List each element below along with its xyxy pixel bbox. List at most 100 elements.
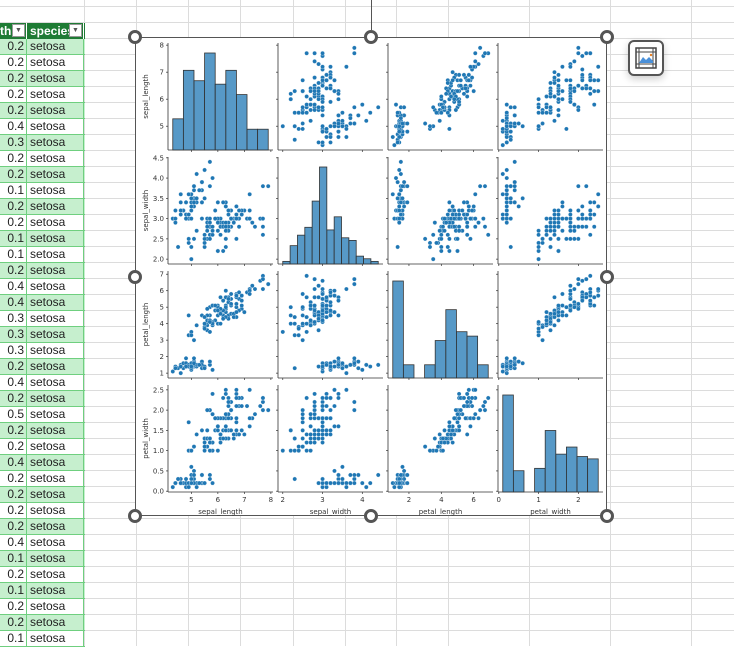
- scatter-point: [352, 480, 357, 486]
- cell-petal-width[interactable]: 0.2: [0, 359, 27, 374]
- resize-handle-bottom-left[interactable]: [128, 509, 142, 523]
- scatter-point: [194, 323, 199, 328]
- cell-species[interactable]: setosa: [27, 71, 84, 86]
- filter-dropdown-icon[interactable]: ▼: [69, 24, 82, 37]
- cell-petal-width[interactable]: 0.2: [0, 599, 27, 614]
- cell-petal-width[interactable]: 0.5: [0, 407, 27, 422]
- cell-species[interactable]: setosa: [27, 375, 84, 390]
- cell-species[interactable]: setosa: [27, 103, 84, 118]
- cell-species[interactable]: setosa: [27, 327, 84, 342]
- cell-petal-width[interactable]: 0.1: [0, 551, 27, 566]
- cell-petal-width[interactable]: 0.4: [0, 455, 27, 470]
- cell-petal-width[interactable]: 0.2: [0, 55, 27, 70]
- cell-species[interactable]: setosa: [27, 615, 84, 630]
- scatter-point: [427, 240, 433, 246]
- cell-petal-width[interactable]: 0.2: [0, 39, 27, 54]
- cell-species[interactable]: setosa: [27, 503, 84, 518]
- cell-species[interactable]: setosa: [27, 247, 84, 262]
- cell-petal-width[interactable]: 0.1: [0, 631, 27, 646]
- cell-petal-width[interactable]: 0.2: [0, 439, 27, 454]
- resize-handle-bottom-right[interactable]: [600, 509, 614, 523]
- cell-petal-width[interactable]: 0.1: [0, 231, 27, 246]
- cell-petal-width[interactable]: 0.2: [0, 391, 27, 406]
- cell-species[interactable]: setosa: [27, 359, 84, 374]
- cell-species[interactable]: setosa: [27, 407, 84, 422]
- column-header-species[interactable]: species ▼: [27, 23, 84, 39]
- scatter-point: [344, 480, 349, 486]
- cell-species[interactable]: setosa: [27, 471, 84, 486]
- cell-species[interactable]: setosa: [27, 311, 84, 326]
- cell-petal-width[interactable]: 0.1: [0, 247, 27, 262]
- cell-species[interactable]: setosa: [27, 183, 84, 198]
- pairplot-image[interactable]: 5 6 7 8 sepal_length 2.0 2.5 3.0 3.5 4.0 4.5 sepal_…: [135, 37, 607, 516]
- cell-petal-width[interactable]: 0.3: [0, 327, 27, 342]
- cell-petal-width[interactable]: 0.2: [0, 167, 27, 182]
- cell-petal-width[interactable]: 0.2: [0, 503, 27, 518]
- cell-species[interactable]: setosa: [27, 343, 84, 358]
- image-options-button[interactable]: [628, 40, 664, 76]
- cell-petal-width[interactable]: 0.4: [0, 535, 27, 550]
- cell-petal-width[interactable]: 0.2: [0, 151, 27, 166]
- resize-handle-top-right[interactable]: [600, 30, 614, 44]
- cell-species[interactable]: setosa: [27, 439, 84, 454]
- cell-petal-width[interactable]: 0.2: [0, 103, 27, 118]
- cell-petal-width[interactable]: 0.1: [0, 583, 27, 598]
- cell-species[interactable]: setosa: [27, 551, 84, 566]
- cell-petal-width[interactable]: 0.3: [0, 343, 27, 358]
- cell-species[interactable]: setosa: [27, 279, 84, 294]
- scatter-point: [450, 440, 455, 445]
- cell-petal-width[interactable]: 0.3: [0, 135, 27, 150]
- cell-petal-width[interactable]: 0.4: [0, 119, 27, 134]
- scatter-point: [461, 395, 467, 401]
- cell-petal-width[interactable]: 0.2: [0, 487, 27, 502]
- cell-species[interactable]: setosa: [27, 567, 84, 582]
- resize-handle-bottom[interactable]: [364, 509, 378, 523]
- filter-dropdown-icon[interactable]: ▼: [12, 24, 25, 37]
- cell-species[interactable]: setosa: [27, 87, 84, 102]
- cell-species[interactable]: setosa: [27, 391, 84, 406]
- cell-species[interactable]: setosa: [27, 55, 84, 70]
- cell-petal-width[interactable]: 0.2: [0, 71, 27, 86]
- cell-petal-width[interactable]: 0.4: [0, 279, 27, 294]
- resize-handle-left[interactable]: [128, 270, 142, 284]
- cell-petal-width[interactable]: 0.4: [0, 295, 27, 310]
- scatter-point: [439, 110, 444, 115]
- cell-species[interactable]: setosa: [27, 231, 84, 246]
- cell-species[interactable]: setosa: [27, 583, 84, 598]
- cell-species[interactable]: setosa: [27, 199, 84, 214]
- cell-petal-width[interactable]: 0.2: [0, 519, 27, 534]
- resize-handle-right[interactable]: [600, 270, 614, 284]
- cell-species[interactable]: setosa: [27, 519, 84, 534]
- cell-species[interactable]: setosa: [27, 215, 84, 230]
- scatter-point: [223, 387, 229, 393]
- cell-petal-width[interactable]: 0.4: [0, 375, 27, 390]
- cell-species[interactable]: setosa: [27, 295, 84, 310]
- cell-petal-width[interactable]: 0.2: [0, 263, 27, 278]
- column-header-petal-width[interactable]: th ▼: [0, 23, 27, 39]
- cell-species[interactable]: setosa: [27, 167, 84, 182]
- cell-petal-width[interactable]: 0.3: [0, 311, 27, 326]
- cell-petal-width[interactable]: 0.2: [0, 471, 27, 486]
- cell-species[interactable]: setosa: [27, 487, 84, 502]
- cell-species[interactable]: setosa: [27, 535, 84, 550]
- cell-petal-width[interactable]: 0.2: [0, 215, 27, 230]
- cell-species[interactable]: setosa: [27, 263, 84, 278]
- cell-species[interactable]: setosa: [27, 599, 84, 614]
- cell-species[interactable]: setosa: [27, 39, 84, 54]
- scatter-point: [445, 212, 451, 217]
- cell-species[interactable]: setosa: [27, 135, 84, 150]
- cell-petal-width[interactable]: 0.2: [0, 423, 27, 438]
- resize-handle-top-left[interactable]: [128, 30, 142, 44]
- resize-handle-top[interactable]: [364, 30, 378, 44]
- cell-species[interactable]: setosa: [27, 631, 84, 646]
- cell-petal-width[interactable]: 0.1: [0, 183, 27, 198]
- cell-petal-width[interactable]: 0.2: [0, 199, 27, 214]
- cell-species[interactable]: setosa: [27, 455, 84, 470]
- cell-species[interactable]: setosa: [27, 119, 84, 134]
- cell-species[interactable]: setosa: [27, 423, 84, 438]
- cell-petal-width[interactable]: 0.2: [0, 567, 27, 582]
- cell-petal-width[interactable]: 0.2: [0, 615, 27, 630]
- scatter-point: [218, 440, 223, 445]
- cell-petal-width[interactable]: 0.2: [0, 87, 27, 102]
- cell-species[interactable]: setosa: [27, 151, 84, 166]
